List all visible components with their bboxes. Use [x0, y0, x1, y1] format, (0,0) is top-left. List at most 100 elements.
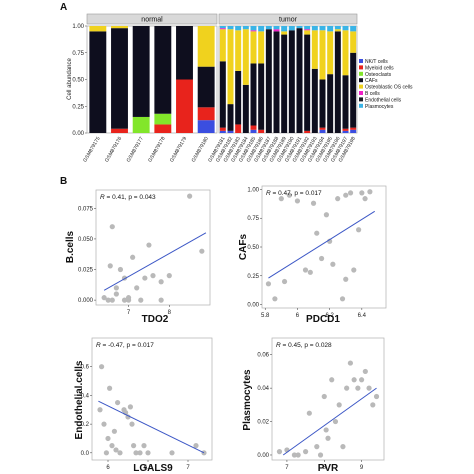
- data-point: [317, 452, 324, 458]
- x-tick-label: 6.2: [325, 313, 334, 319]
- legend-label: NK/T cells: [365, 59, 388, 65]
- data-point: [347, 360, 353, 366]
- y-tick-label: 0.2: [81, 422, 90, 428]
- data-point: [101, 295, 107, 301]
- bar-segment: [242, 84, 249, 133]
- bar-segment: [219, 26, 226, 29]
- y-tick-label: 0.50: [247, 245, 259, 251]
- y-tick-label: 1.00: [247, 187, 259, 193]
- data-point: [137, 450, 143, 456]
- regression-line: [103, 232, 207, 291]
- y-tick-label: 0.050: [78, 237, 94, 243]
- bar-segment: [219, 130, 226, 133]
- data-point: [127, 404, 133, 410]
- bar-segment: [89, 31, 107, 134]
- bar-segment: [342, 26, 349, 31]
- bar-segment: [327, 26, 334, 32]
- data-point: [166, 273, 172, 279]
- data-point: [129, 421, 135, 427]
- bar-segment: [197, 120, 215, 133]
- y-tick-label: 0.000: [78, 298, 94, 304]
- data-point: [109, 443, 115, 449]
- y-tick-label: 0.02: [257, 420, 269, 426]
- data-point: [314, 230, 320, 236]
- data-point: [121, 297, 128, 303]
- legend-swatch: [359, 65, 363, 70]
- data-point: [99, 364, 105, 370]
- y-tick-label: 0.025: [78, 268, 94, 274]
- data-point: [150, 273, 156, 279]
- bar-x-tick: GSM879178: [147, 136, 166, 164]
- data-point: [336, 402, 342, 408]
- data-point: [330, 261, 336, 267]
- x-tick-label: 9: [360, 465, 364, 471]
- bar-segment: [265, 26, 272, 30]
- stat-r-symbol: R: [96, 342, 101, 349]
- data-point: [199, 248, 205, 254]
- bar-segment: [319, 26, 326, 31]
- bar-segment: [304, 30, 311, 35]
- strip-tumor: [218, 13, 358, 25]
- y-tick-label: 0.075: [78, 206, 94, 212]
- bar-segment: [227, 26, 234, 30]
- data-point: [101, 421, 107, 427]
- x-tick-label: 6: [106, 465, 110, 471]
- data-point: [307, 269, 313, 275]
- y-tick-label: 0.6: [81, 365, 90, 371]
- data-point: [366, 385, 372, 391]
- data-point: [158, 297, 164, 303]
- data-point: [343, 192, 349, 198]
- data-point: [103, 450, 109, 456]
- y-axis-label: Plasmocytes: [242, 369, 253, 431]
- bar-segment: [319, 30, 326, 80]
- legend-swatch: [359, 97, 363, 102]
- bar-segment: [132, 26, 150, 117]
- x-tick-label: 8: [323, 465, 327, 471]
- bar-panel-normal: [86, 25, 218, 134]
- regression-line: [98, 400, 205, 454]
- data-point: [113, 285, 119, 291]
- legend-label: Myeloid cells: [365, 65, 394, 71]
- bar-segment: [258, 129, 265, 133]
- scatter-bcells-tdo2: 0.000 0.025 0.050 0.075 7 8 R = 0.41, p = 0.04…: [65, 189, 211, 325]
- data-point: [187, 193, 193, 199]
- data-point: [105, 435, 111, 442]
- data-point: [115, 399, 121, 406]
- legend-swatch: [359, 71, 363, 76]
- y-tick-label: 0.04: [257, 386, 269, 392]
- bar-segment: [111, 128, 128, 133]
- bar-segment: [350, 26, 357, 32]
- legend-swatch: [359, 84, 363, 89]
- bar-segment: [258, 31, 265, 64]
- stat-annotation: R = 0.47, p = 0.017: [266, 190, 322, 197]
- bar-segment: [288, 30, 295, 134]
- data-point: [145, 450, 151, 456]
- data-point: [367, 189, 373, 195]
- stat-r-symbol: R: [266, 190, 271, 197]
- bar-segment: [342, 128, 349, 131]
- data-point: [340, 444, 346, 450]
- plot-frame: [91, 337, 213, 461]
- x-axis-label: PDCD1: [306, 314, 340, 325]
- stat-r-symbol: R: [276, 342, 281, 349]
- bar-segment: [273, 31, 280, 134]
- scatter-cafs-pdcd1: 0.00 0.25 0.50 0.75 1.00 5.8 6 6.2 6.4 R = 0.47, …: [238, 185, 387, 325]
- bar-segment: [342, 75, 349, 129]
- regression-line: [282, 387, 377, 456]
- y-axis-label: B.cells: [65, 230, 76, 263]
- y-tick-label: 0.06: [257, 353, 269, 359]
- bar-segment: [273, 29, 280, 32]
- bar-segment: [250, 125, 257, 130]
- data-point: [302, 267, 309, 273]
- bar-segment: [250, 129, 257, 133]
- bar-segment: [235, 70, 242, 125]
- data-point: [113, 447, 119, 453]
- data-point: [107, 263, 113, 269]
- data-point: [314, 444, 320, 450]
- bar-segment: [327, 31, 334, 75]
- bar-segment: [242, 29, 249, 85]
- bar-segment: [132, 116, 150, 133]
- bar-segment: [319, 79, 326, 128]
- bar-segment: [227, 104, 234, 131]
- stat-annotation: R = -0.47, p = 0.017: [96, 342, 154, 349]
